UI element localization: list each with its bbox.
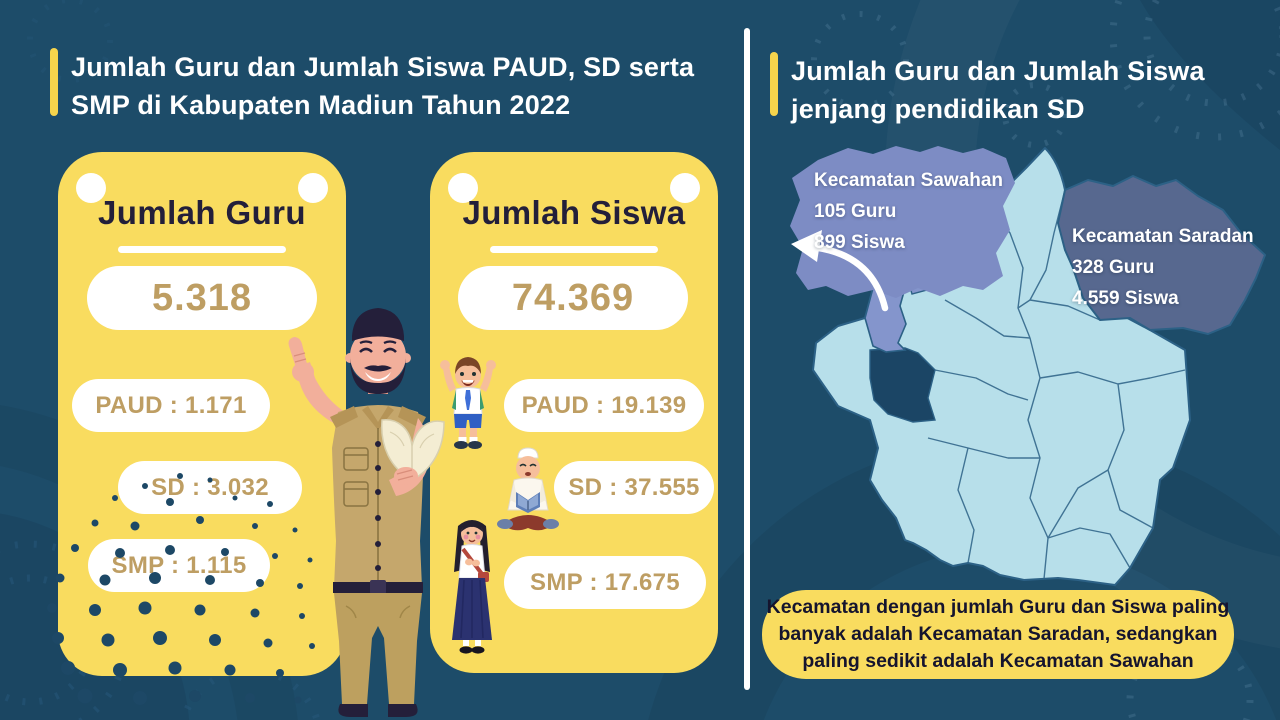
guru-smp-pill: SMP : 1.115 [88, 539, 270, 592]
siswa-card-title: Jumlah Siswa [462, 194, 686, 231]
curved-arrow-icon [791, 230, 889, 312]
sawahan-siswa: 899 Siswa [814, 232, 905, 253]
siswa-paud-pill: PAUD : 19.139 [504, 379, 704, 432]
title-accent-bar [770, 52, 778, 116]
note-line2: banyak adalah Kecamatan Saradan, sedangk… [778, 623, 1218, 645]
siswa-total-pill: 74.369 [458, 266, 688, 330]
reading-student-boy-illustration [497, 447, 559, 531]
left-title-line1: Jumlah Guru dan Jumlah Siswa PAUD, SD se… [71, 52, 695, 82]
madiun-district-map [790, 146, 1266, 586]
sawahan-callout: Kecamatan Sawahan 105 Guru 899 Siswa [814, 165, 1003, 258]
left-title-line2: SMP di Kabupaten Madiun Tahun 2022 [71, 90, 571, 120]
siswa-sd-pill: SD : 37.555 [554, 461, 714, 514]
student-girl-illustration [452, 520, 492, 654]
card-pin-icon [670, 173, 700, 203]
note-line1: Kecamatan dengan jumlah Guru dan Siswa p… [766, 596, 1230, 618]
guru-total-pill: 5.318 [87, 266, 317, 330]
guru-card-title: Jumlah Guru [98, 194, 306, 231]
saradan-guru: 328 Guru [1072, 257, 1155, 278]
saradan-callout: Kecamatan Saradan 328 Guru 4.559 Siswa [1072, 221, 1254, 314]
dots-texture [47, 473, 315, 705]
sawahan-guru: 105 Guru [814, 201, 897, 222]
card-pin-icon [448, 173, 478, 203]
panel-divider [744, 28, 750, 690]
siswa-smp-pill: SMP : 17.675 [504, 556, 706, 609]
saradan-name: Kecamatan Saradan [1072, 226, 1254, 247]
right-panel-title: Jumlah Guru dan Jumlah Siswa jenjang pen… [770, 52, 1205, 128]
card-pin-icon [76, 173, 106, 203]
left-panel-title: Jumlah Guru dan Jumlah Siswa PAUD, SD se… [50, 48, 694, 124]
note-line3: paling sedikit adalah Kecamatan Sawahan [802, 650, 1194, 672]
right-title-line2: jenjang pendidikan SD [791, 94, 1085, 124]
guru-paud-pill: PAUD : 1.171 [72, 379, 270, 432]
saradan-siswa: 4.559 Siswa [1072, 288, 1179, 309]
sawahan-name: Kecamatan Sawahan [814, 170, 1004, 191]
title-underline [490, 246, 658, 253]
conclusion-note: Kecamatan dengan jumlah Guru dan Siswa p… [762, 590, 1234, 679]
cheering-student-boy-illustration [440, 357, 496, 449]
card-pin-icon [298, 173, 328, 203]
title-underline [118, 246, 286, 253]
guru-card: Jumlah Guru 5.318 PAUD : 1.171 SD : 3.03… [58, 152, 346, 676]
right-title-line1: Jumlah Guru dan Jumlah Siswa [791, 56, 1205, 86]
teacher-with-book-illustration [288, 308, 445, 717]
title-accent-bar [50, 48, 58, 116]
